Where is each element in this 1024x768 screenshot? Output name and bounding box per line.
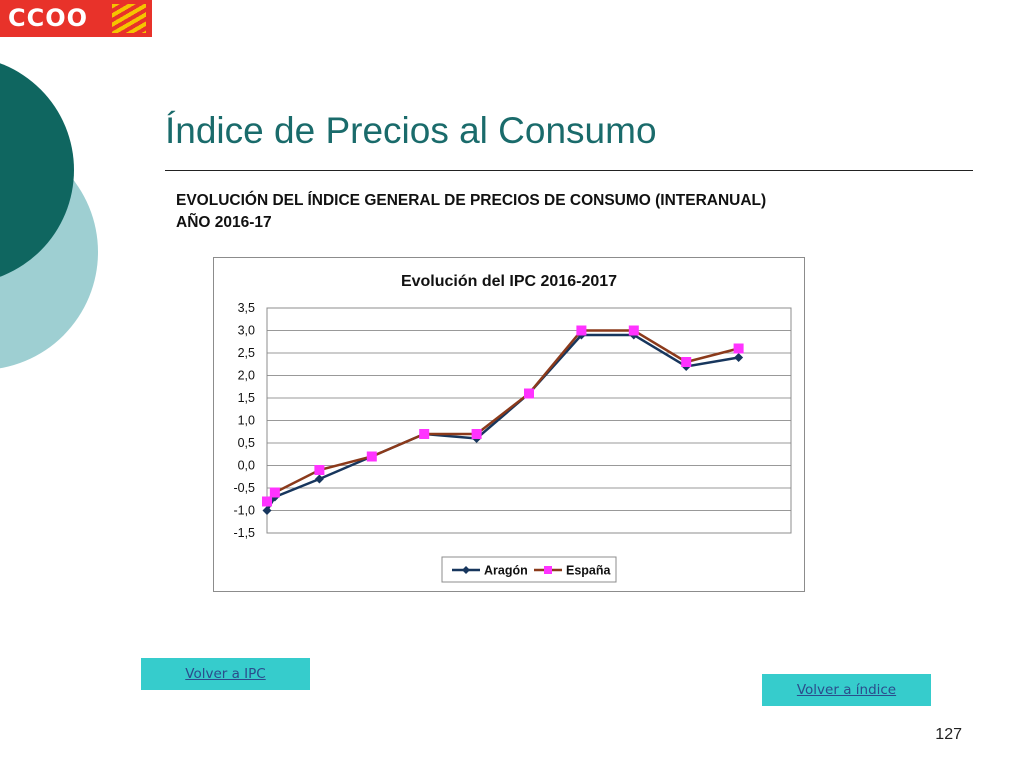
y-tick-label: 0,0 bbox=[238, 459, 255, 473]
y-tick-label: -1,5 bbox=[233, 526, 255, 540]
data-point-espana bbox=[269, 487, 280, 498]
y-tick-label: -0,5 bbox=[233, 481, 255, 495]
y-tick-label: 2,0 bbox=[238, 369, 255, 383]
aragon-flag-icon bbox=[112, 4, 146, 33]
back-to-ipc-button[interactable]: Volver a IPC bbox=[141, 658, 310, 690]
data-point-aragon bbox=[734, 353, 744, 362]
y-tick-label: 3,5 bbox=[238, 301, 255, 315]
legend-aragon-marker bbox=[462, 566, 470, 574]
data-point-espana bbox=[576, 325, 587, 336]
title-divider bbox=[165, 170, 973, 171]
ccoo-logo: CCOO bbox=[0, 0, 152, 37]
chart-title: Evolución del IPC 2016-2017 bbox=[401, 273, 617, 290]
y-tick-label: 3,0 bbox=[238, 324, 255, 338]
ipc-chart: Evolución del IPC 2016-2017 3,5 3,0 2,5 2,0 1… bbox=[213, 257, 805, 592]
legend-espana-text: España bbox=[566, 564, 612, 578]
data-point-espana bbox=[419, 429, 430, 439]
legend-espana-marker bbox=[544, 566, 552, 574]
chart-canvas: Evolución del IPC 2016-2017 3,5 3,0 2,5 2,0 1… bbox=[233, 273, 792, 583]
y-tick-label: 2,5 bbox=[238, 346, 255, 360]
back-to-index-button[interactable]: Volver a índice bbox=[762, 674, 931, 706]
decorative-circles bbox=[0, 63, 98, 369]
y-tick-label: -1,0 bbox=[233, 504, 255, 518]
data-point-espana bbox=[733, 343, 744, 354]
page-title: Índice de Precios al Consumo bbox=[165, 110, 657, 151]
y-tick-label: 1,0 bbox=[238, 414, 255, 428]
plot-area bbox=[266, 307, 792, 534]
data-point-espana bbox=[681, 357, 692, 367]
subtitle-line-2: AÑO 2016-17 bbox=[176, 214, 272, 231]
data-point-espana bbox=[524, 388, 534, 399]
page-number: 127 bbox=[935, 726, 962, 743]
chart-subtitle: EVOLUCIÓN DEL ÍNDICE GENERAL DE PRECIOS … bbox=[176, 190, 766, 234]
series-line-aragon bbox=[265, 333, 739, 512]
data-point-espana bbox=[366, 451, 377, 462]
data-point-espana bbox=[471, 429, 482, 439]
data-point-espana bbox=[628, 325, 639, 336]
data-point-aragon bbox=[262, 506, 272, 515]
legend-aragon-text: Aragón bbox=[484, 564, 528, 578]
subtitle-line-1: EVOLUCIÓN DEL ÍNDICE GENERAL DE PRECIOS … bbox=[176, 192, 767, 209]
data-point-aragon bbox=[314, 474, 324, 484]
data-point-espana bbox=[262, 496, 272, 507]
data-point-espana bbox=[314, 465, 325, 475]
logo-text: CCOO bbox=[8, 4, 89, 32]
y-tick-label: 0,5 bbox=[238, 436, 255, 450]
y-tick-label: 1,5 bbox=[238, 391, 255, 405]
